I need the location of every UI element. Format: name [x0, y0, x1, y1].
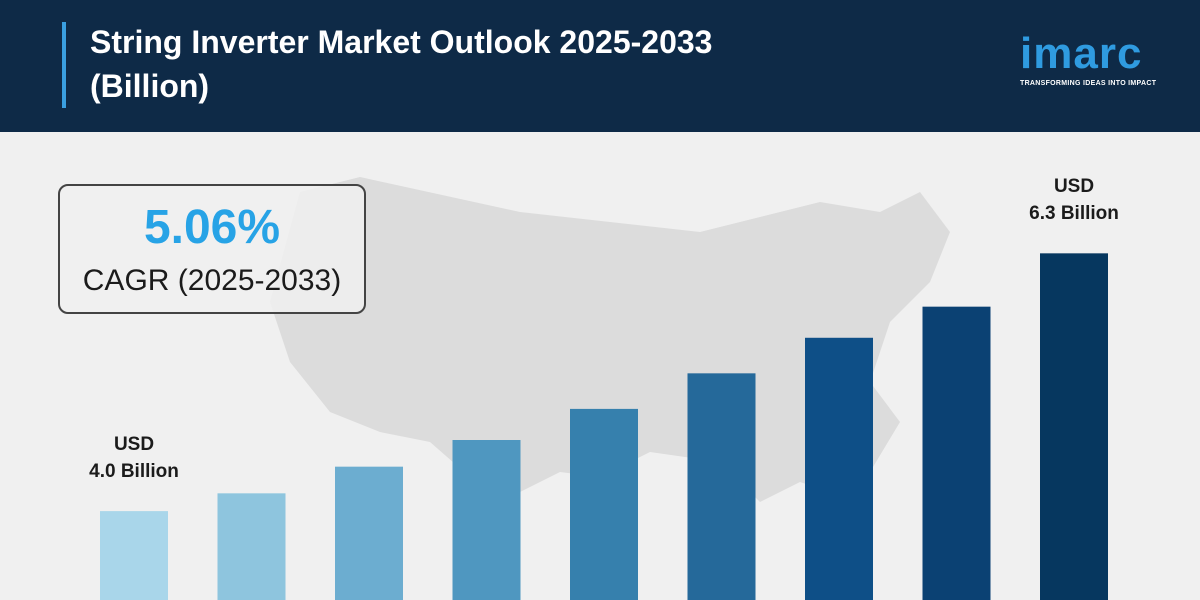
cagr-callout: 5.06% CAGR (2025-2033) — [58, 184, 366, 314]
bar-2029 — [570, 408, 638, 600]
imarc-logo: imarc TRANSFORMING IDEAS INTO IMPACT — [1020, 28, 1180, 98]
chart-title-line-2: (Billion) — [90, 68, 210, 104]
bar-2032 — [922, 306, 991, 600]
bar-2026 — [217, 493, 286, 600]
bar-2028 — [452, 440, 521, 600]
chart-title-line-1: String Inverter Market Outlook 2025-2033 — [90, 24, 713, 60]
cagr-value: 5.06% — [143, 201, 281, 254]
bar-2025 — [100, 511, 168, 600]
annotation-currency: USD — [1053, 176, 1095, 198]
bar-2030 — [687, 373, 756, 600]
annotation-2033: USD 6.3 Billion — [994, 173, 1154, 227]
bar-2033 — [1040, 253, 1108, 600]
bar-2027 — [335, 466, 403, 600]
usa-map-background — [270, 177, 950, 502]
header-banner: String Inverter Market Outlook 2025-2033… — [0, 0, 1200, 132]
annotation-currency: USD — [113, 434, 155, 456]
chart-title: String Inverter Market Outlook 2025-2033… — [90, 20, 930, 108]
title-accent-bar — [62, 22, 66, 108]
logo-tagline: TRANSFORMING IDEAS INTO IMPACT — [1020, 80, 1157, 87]
annotation-value: 6.3 Billion — [1029, 203, 1119, 225]
cagr-label: CAGR (2025-2033) — [82, 264, 342, 297]
annotation-2025: USD 4.0 Billion — [54, 431, 214, 485]
annotation-value: 4.0 Billion — [89, 461, 179, 483]
logo-wordmark: imarc — [1020, 29, 1143, 78]
bar-2031 — [805, 337, 873, 600]
